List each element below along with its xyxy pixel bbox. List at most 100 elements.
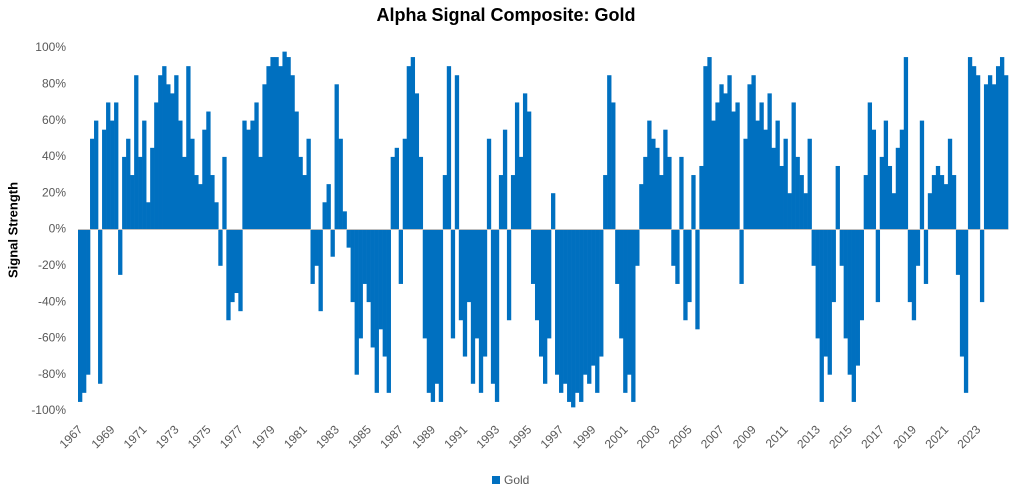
bar <box>699 165 704 230</box>
bar <box>462 229 468 357</box>
bar <box>627 229 632 375</box>
bar <box>122 156 127 230</box>
bar <box>94 120 99 230</box>
bar <box>715 102 720 230</box>
bar <box>518 156 524 230</box>
bar <box>454 75 460 230</box>
bar <box>154 102 159 230</box>
bar <box>667 156 672 230</box>
bar <box>222 156 227 230</box>
bar <box>202 129 207 230</box>
bar <box>875 229 881 303</box>
bar <box>346 229 351 248</box>
x-tick-label: 2013 <box>794 422 823 451</box>
bar <box>547 229 552 339</box>
bar <box>923 229 929 284</box>
x-tick-label: 1989 <box>409 422 438 451</box>
bar <box>534 229 540 321</box>
y-tick-label: -40% <box>38 294 66 308</box>
y-tick-label: 40% <box>42 149 66 163</box>
bar <box>543 229 548 384</box>
bar <box>671 229 676 266</box>
bar <box>747 84 752 230</box>
bar <box>599 229 604 357</box>
x-tick-label: 1979 <box>249 422 278 451</box>
bar <box>799 175 804 230</box>
y-tick-label: -20% <box>38 258 66 272</box>
bar <box>278 66 283 230</box>
bar <box>647 120 652 230</box>
legend-swatch <box>492 476 500 484</box>
bar <box>306 138 311 230</box>
bar <box>330 229 335 257</box>
bar <box>567 229 572 402</box>
bar <box>186 66 191 230</box>
bar <box>955 229 961 275</box>
bar <box>386 229 391 393</box>
bar <box>555 229 560 375</box>
bar <box>382 229 387 357</box>
bar <box>310 229 315 284</box>
bar <box>90 138 95 230</box>
bar <box>158 75 163 230</box>
bar <box>134 75 139 230</box>
x-tick-label: 2017 <box>858 422 887 451</box>
bar <box>526 111 532 230</box>
bar <box>827 229 832 375</box>
bar <box>190 138 195 230</box>
bar <box>739 229 744 284</box>
y-tick-label: 60% <box>42 113 66 127</box>
bar <box>106 102 111 230</box>
bar <box>903 57 909 230</box>
bar <box>943 184 949 230</box>
bar <box>286 57 291 230</box>
bar <box>258 156 263 230</box>
bar <box>150 147 155 230</box>
bar <box>198 184 203 230</box>
bar <box>619 229 624 339</box>
bar <box>843 229 848 339</box>
bar <box>803 193 808 230</box>
chart-title: Alpha Signal Composite: Gold <box>376 5 635 25</box>
x-tick-label: 2003 <box>634 422 663 451</box>
y-tick-label: -80% <box>38 367 66 381</box>
bar <box>939 175 945 230</box>
bar <box>430 229 436 402</box>
bar <box>855 229 860 366</box>
x-tick-label: 1991 <box>441 422 470 451</box>
bar <box>891 193 897 230</box>
bar <box>831 229 836 303</box>
bar <box>579 229 584 402</box>
bar <box>659 175 664 230</box>
bar <box>250 120 255 230</box>
bar <box>815 229 820 339</box>
bar <box>631 229 636 402</box>
bar <box>695 229 700 330</box>
bar <box>603 175 608 230</box>
bar <box>915 229 921 266</box>
bar <box>262 84 267 230</box>
x-tick-label: 1993 <box>473 422 502 451</box>
bar <box>907 229 913 303</box>
bar <box>795 156 800 230</box>
bar <box>126 138 131 230</box>
bar <box>354 229 359 375</box>
bar <box>751 75 756 230</box>
bar <box>446 66 452 230</box>
bar <box>458 229 464 321</box>
bar <box>470 229 476 384</box>
bar <box>779 165 784 230</box>
bar <box>522 93 528 230</box>
bar <box>230 229 235 303</box>
bar <box>102 129 107 230</box>
bar <box>767 93 772 230</box>
bar <box>883 120 889 230</box>
bar <box>118 229 123 275</box>
bar <box>322 202 327 230</box>
bar <box>482 229 488 357</box>
bar <box>326 184 331 230</box>
bar <box>851 229 856 402</box>
x-tick-label: 1987 <box>377 422 406 451</box>
bar <box>442 175 448 230</box>
